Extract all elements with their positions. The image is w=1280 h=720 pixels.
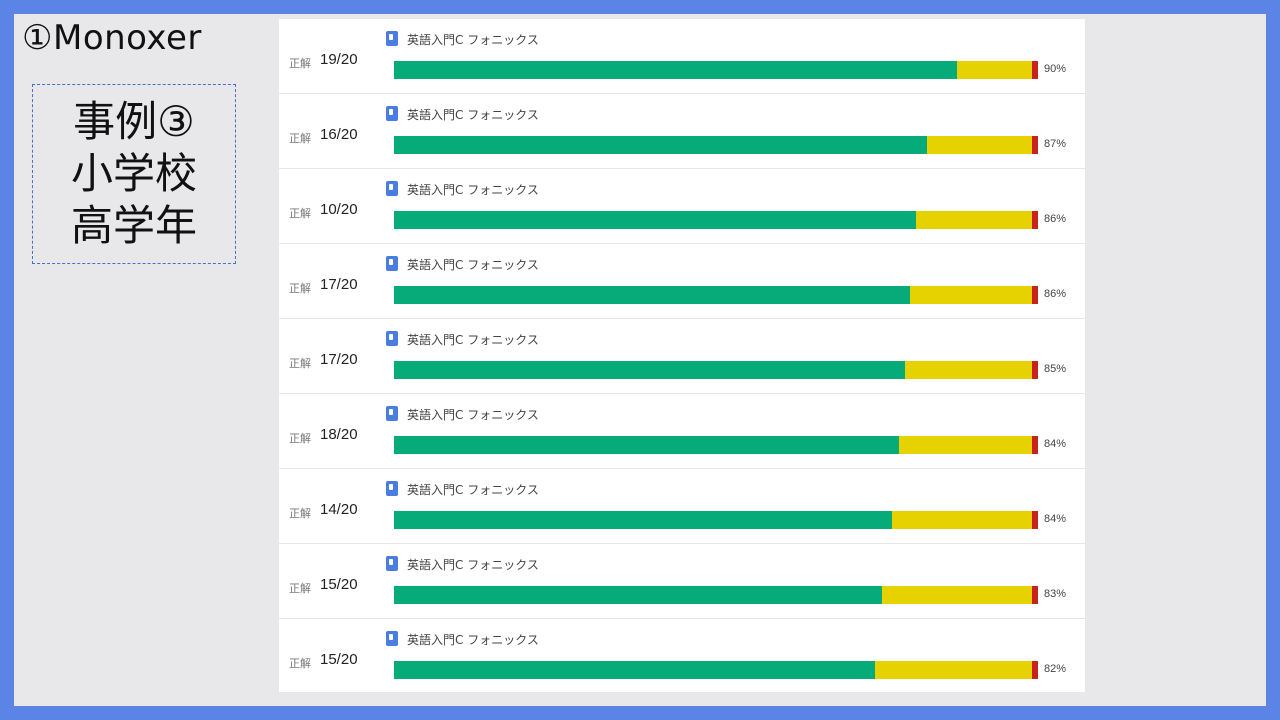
correct-label: 正解 [289, 657, 311, 670]
percent-label: 84% [1044, 438, 1067, 450]
progress-correct-segment [394, 61, 957, 79]
course-title[interactable]: 英語入門C フォニックス [407, 333, 539, 347]
percent-label: 82% [1044, 663, 1067, 675]
correct-label: 正解 [289, 132, 311, 145]
result-row[interactable]: 正解 14/20 英語入門C フォニックス 84% [279, 469, 1085, 544]
book-icon [386, 406, 398, 421]
progress-wrong-segment [1032, 661, 1038, 679]
correct-label: 正解 [289, 357, 311, 370]
progress-bar [394, 361, 1038, 379]
course-title[interactable]: 英語入門C フォニックス [407, 183, 539, 197]
progress-correct-segment [394, 136, 927, 154]
results-panel: 正解 19/20 英語入門C フォニックス 90% 正解 16/20 英語入門C… [279, 19, 1085, 692]
progress-correct-segment [394, 361, 905, 379]
result-row[interactable]: 正解 15/20 英語入門C フォニックス 83% [279, 544, 1085, 619]
progress-wrong-segment [1032, 436, 1038, 454]
progress-correct-segment [394, 436, 899, 454]
progress-partial-segment [875, 661, 1032, 679]
progress-bar [394, 136, 1038, 154]
progress-partial-segment [899, 436, 1032, 454]
percent-label: 85% [1044, 363, 1067, 375]
progress-correct-segment [394, 511, 892, 529]
progress-partial-segment [957, 61, 1032, 79]
progress-wrong-segment [1032, 211, 1038, 229]
score: 16/20 [320, 126, 358, 143]
case-label-box: 事例③ 小学校 高学年 [32, 84, 236, 264]
course-title[interactable]: 英語入門C フォニックス [407, 33, 539, 47]
score: 18/20 [320, 426, 358, 443]
progress-wrong-segment [1032, 61, 1038, 79]
book-icon [386, 256, 398, 271]
progress-wrong-segment [1032, 511, 1038, 529]
progress-partial-segment [892, 511, 1032, 529]
progress-correct-segment [394, 211, 916, 229]
course-title[interactable]: 英語入門C フォニックス [407, 483, 539, 497]
course-title[interactable]: 英語入門C フォニックス [407, 633, 539, 647]
progress-bar [394, 436, 1038, 454]
score: 15/20 [320, 651, 358, 668]
slide-title: ①Monoxer [22, 18, 202, 58]
progress-partial-segment [927, 136, 1032, 154]
progress-correct-segment [394, 286, 910, 304]
percent-label: 90% [1044, 63, 1067, 75]
slide: ①Monoxer 事例③ 小学校 高学年 正解 19/20 英語入門C フォニッ… [14, 14, 1266, 706]
progress-partial-segment [910, 286, 1032, 304]
progress-bar [394, 661, 1038, 679]
percent-label: 84% [1044, 513, 1067, 525]
result-row[interactable]: 正解 16/20 英語入門C フォニックス 87% [279, 94, 1085, 169]
book-icon [386, 556, 398, 571]
percent-label: 87% [1044, 138, 1067, 150]
progress-partial-segment [905, 361, 1032, 379]
score: 10/20 [320, 201, 358, 218]
score: 17/20 [320, 276, 358, 293]
score: 15/20 [320, 576, 358, 593]
percent-label: 86% [1044, 288, 1067, 300]
book-icon [386, 31, 398, 46]
book-icon [386, 481, 398, 496]
result-row[interactable]: 正解 18/20 英語入門C フォニックス 84% [279, 394, 1085, 469]
progress-correct-segment [394, 586, 882, 604]
correct-label: 正解 [289, 507, 311, 520]
score: 19/20 [320, 51, 358, 68]
score: 14/20 [320, 501, 358, 518]
book-icon [386, 106, 398, 121]
case-line-2: 小学校 [70, 149, 197, 198]
book-icon [386, 181, 398, 196]
result-row[interactable]: 正解 10/20 英語入門C フォニックス 86% [279, 169, 1085, 244]
progress-wrong-segment [1032, 361, 1038, 379]
progress-wrong-segment [1032, 286, 1038, 304]
result-row[interactable]: 正解 15/20 英語入門C フォニックス 82% [279, 619, 1085, 694]
case-line-3: 高学年 [70, 201, 197, 250]
progress-bar [394, 586, 1038, 604]
correct-label: 正解 [289, 207, 311, 220]
result-row[interactable]: 正解 17/20 英語入門C フォニックス 86% [279, 244, 1085, 319]
result-row[interactable]: 正解 17/20 英語入門C フォニックス 85% [279, 319, 1085, 394]
course-title[interactable]: 英語入門C フォニックス [407, 258, 539, 272]
course-title[interactable]: 英語入門C フォニックス [407, 108, 539, 122]
progress-partial-segment [882, 586, 1032, 604]
book-icon [386, 631, 398, 646]
progress-wrong-segment [1032, 586, 1038, 604]
correct-label: 正解 [289, 282, 311, 295]
correct-label: 正解 [289, 57, 311, 70]
percent-label: 83% [1044, 588, 1067, 600]
course-title[interactable]: 英語入門C フォニックス [407, 408, 539, 422]
progress-partial-segment [916, 211, 1032, 229]
course-title[interactable]: 英語入門C フォニックス [407, 558, 539, 572]
progress-bar [394, 61, 1038, 79]
progress-wrong-segment [1032, 136, 1038, 154]
result-row[interactable]: 正解 19/20 英語入門C フォニックス 90% [279, 19, 1085, 94]
progress-bar [394, 286, 1038, 304]
score: 17/20 [320, 351, 358, 368]
case-line-1: 事例③ [73, 97, 195, 146]
correct-label: 正解 [289, 432, 311, 445]
progress-bar [394, 511, 1038, 529]
progress-correct-segment [394, 661, 875, 679]
correct-label: 正解 [289, 582, 311, 595]
progress-bar [394, 211, 1038, 229]
percent-label: 86% [1044, 213, 1067, 225]
book-icon [386, 331, 398, 346]
